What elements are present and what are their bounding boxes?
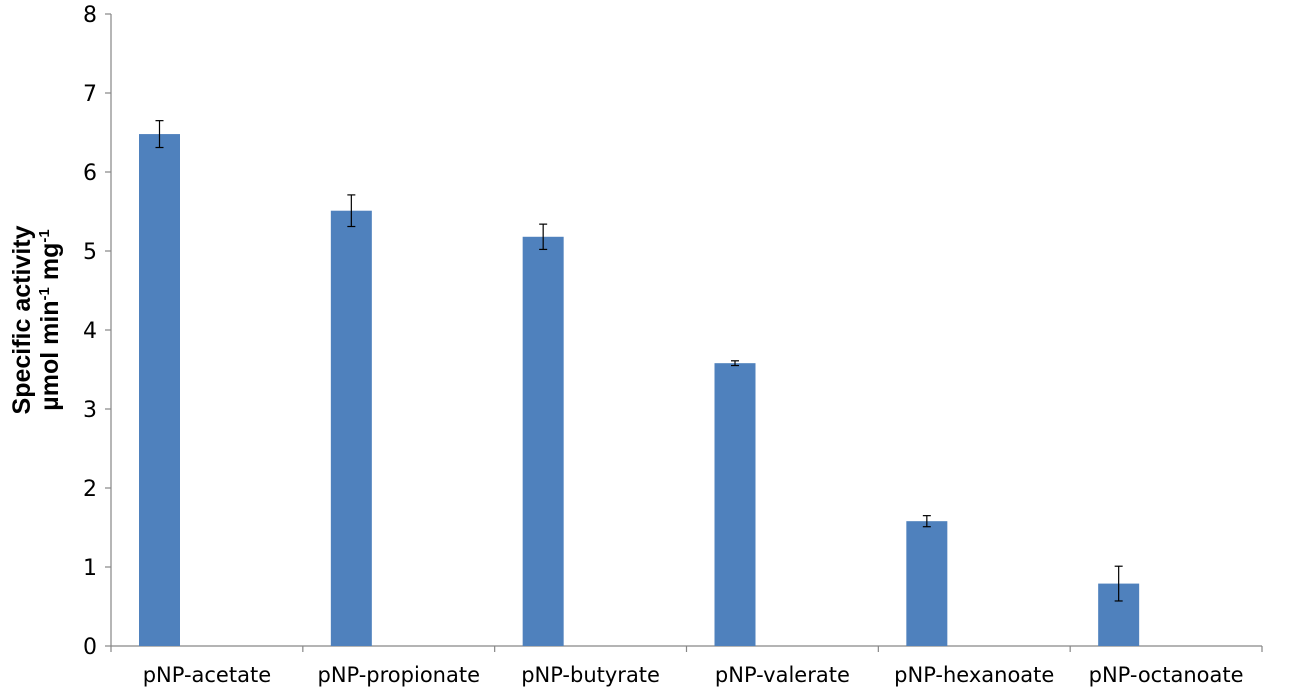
y-axis-label-part-2: mg bbox=[36, 243, 64, 287]
x-category-label: pNP-acetate bbox=[143, 663, 271, 687]
y-tick-label: 3 bbox=[83, 398, 97, 423]
bar bbox=[522, 236, 564, 646]
y-axis-label-part-1: -1 bbox=[36, 287, 53, 300]
y-tick-label: 1 bbox=[83, 556, 97, 581]
y-tick-label: 6 bbox=[83, 161, 97, 186]
y-axis-ticks: 0 1 2 3 4 5 6 7 8 bbox=[83, 3, 111, 660]
y-axis-label-part-3: -1 bbox=[36, 229, 53, 242]
x-category-label: pNP-propionate bbox=[317, 663, 480, 687]
y-tick-label: 2 bbox=[83, 477, 97, 502]
error-bars bbox=[155, 120, 1123, 602]
bar bbox=[714, 363, 756, 646]
bar bbox=[330, 210, 372, 646]
bars bbox=[139, 134, 1140, 646]
axes bbox=[110, 14, 1263, 652]
y-axis-label-line1: Specific activity bbox=[8, 225, 36, 414]
y-tick-label: 7 bbox=[83, 82, 97, 107]
x-category-label: pNP-butyrate bbox=[521, 663, 660, 687]
y-tick-label: 5 bbox=[83, 240, 97, 265]
x-category-label: pNP-valerate bbox=[715, 663, 850, 687]
category-labels: pNP-acetate pNP-propionate pNP-butyrate pNP… bbox=[143, 663, 1244, 687]
x-category-label: pNP-hexanoate bbox=[894, 663, 1054, 687]
y-tick-label: 0 bbox=[83, 635, 97, 660]
y-axis-label-part-0: µmol min bbox=[36, 300, 64, 410]
bar bbox=[139, 134, 180, 646]
y-tick-label: 4 bbox=[83, 319, 97, 344]
y-axis-label-line2: µmol min-1 mg-1 bbox=[36, 229, 64, 410]
x-category-label: pNP-octanoate bbox=[1089, 663, 1244, 687]
y-axis-label: Specific activity µmol min-1 mg-1 bbox=[8, 225, 64, 414]
y-tick-label: 8 bbox=[83, 3, 97, 28]
bar bbox=[906, 521, 948, 646]
